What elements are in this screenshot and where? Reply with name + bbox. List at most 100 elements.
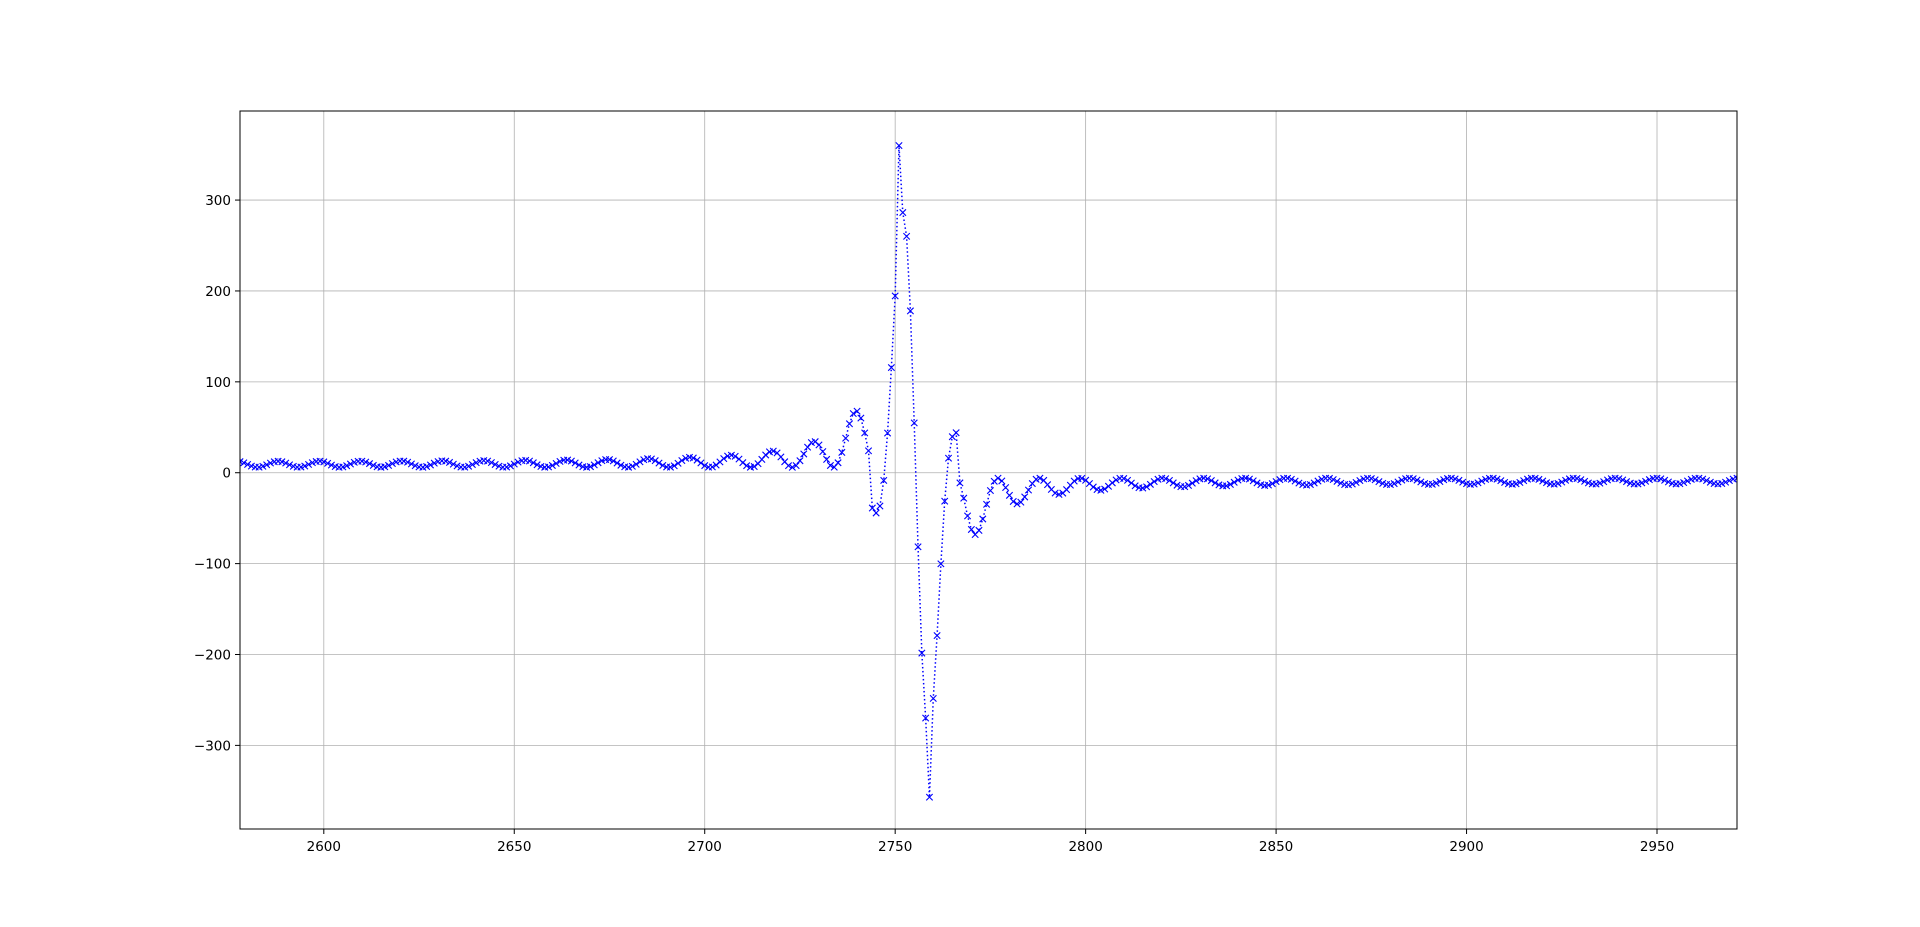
data-point-marker [1211, 479, 1219, 487]
data-point-marker [815, 441, 823, 449]
data-point-marker [666, 463, 675, 471]
data-point-marker [327, 461, 336, 469]
data-point-marker [1348, 480, 1356, 488]
data-point-marker [845, 420, 854, 428]
y-tick-label: −300 [194, 738, 231, 754]
data-point-marker [910, 419, 918, 427]
data-point-marker [388, 459, 396, 468]
data-point-marker [1043, 481, 1052, 489]
data-point-marker [803, 443, 812, 451]
data-point-marker [594, 459, 602, 467]
data-point-marker [1371, 476, 1379, 484]
data-point-marker [575, 461, 583, 469]
data-point-marker [929, 694, 937, 703]
data-point-marker [304, 460, 313, 469]
data-point-marker [605, 456, 614, 464]
data-point-marker [571, 459, 579, 467]
data-point-marker [1131, 482, 1139, 490]
data-point-marker [1024, 486, 1033, 494]
data-point-marker [1367, 474, 1375, 483]
data-point-marker [1139, 484, 1147, 492]
data-point-marker [708, 463, 716, 471]
data-point-marker [1478, 477, 1486, 485]
data-point-marker [868, 504, 876, 512]
data-point-marker [628, 462, 636, 470]
data-point-marker [842, 434, 850, 442]
data-point-marker [838, 448, 846, 456]
data-point-marker [1558, 478, 1566, 486]
data-point-marker [369, 461, 377, 469]
data-point-marker [259, 462, 267, 470]
data-point-marker [864, 447, 873, 455]
y-tick-label: −200 [194, 647, 231, 663]
data-point-marker [933, 631, 941, 640]
data-point-marker [922, 714, 930, 722]
data-point-marker [430, 459, 438, 467]
data-point-marker [1459, 478, 1467, 486]
data-point-marker [937, 560, 945, 568]
data-point-marker [651, 457, 659, 465]
data-point-marker [861, 429, 869, 437]
data-point-marker [1264, 481, 1273, 489]
data-point-marker [655, 459, 663, 467]
y-tick-label: 300 [205, 193, 231, 209]
data-point-marker [857, 414, 865, 422]
grid [240, 111, 1737, 829]
data-point-marker [1539, 477, 1547, 485]
data-point-marker [963, 512, 972, 520]
data-point-marker [826, 461, 835, 470]
data-point-marker [1310, 479, 1318, 487]
data-point-marker [1333, 477, 1341, 485]
data-point-marker [1184, 481, 1193, 489]
data-point-marker [407, 460, 416, 468]
data-point-marker [1641, 477, 1650, 485]
data-point-marker [1101, 485, 1109, 493]
data-point-marker [853, 407, 861, 415]
x-tick-label: 2650 [497, 839, 531, 855]
data-point-marker [1181, 483, 1189, 491]
data-point-marker [899, 208, 907, 217]
data-point-marker [975, 526, 983, 534]
data-point-marker [1725, 476, 1733, 485]
data-point-marker [1516, 478, 1524, 487]
data-point-marker [1554, 479, 1562, 488]
data-point-marker [750, 462, 758, 471]
data-point-marker [381, 463, 389, 471]
data-point-marker [1451, 475, 1459, 483]
data-point-marker [1306, 480, 1314, 489]
data-point-marker [1432, 479, 1440, 487]
data-point-marker [914, 543, 922, 551]
data-point-marker [800, 450, 808, 458]
data-point-marker [1245, 475, 1254, 483]
data-point-marker [1474, 479, 1482, 487]
data-point-marker [533, 461, 541, 469]
data-point-marker [1203, 475, 1212, 483]
x-tick-label: 2850 [1259, 839, 1293, 855]
data-point-marker [689, 454, 697, 462]
data-point-marker [1680, 478, 1688, 487]
data-point-marker [266, 459, 275, 467]
data-point-marker [1375, 478, 1383, 486]
data-point-marker [484, 457, 492, 465]
data-point-marker [1226, 480, 1234, 488]
data-point-marker [384, 461, 393, 469]
data-point-marker [590, 461, 598, 469]
data-point-marker [1207, 477, 1215, 485]
data-point-marker [998, 477, 1006, 485]
data-point-marker [445, 458, 454, 466]
data-point-marker [1497, 477, 1505, 485]
data-point-marker [1394, 478, 1402, 486]
data-point-marker [362, 458, 370, 466]
data-point-marker [1356, 476, 1364, 485]
data-point-marker [1664, 478, 1673, 486]
data-point-marker [1295, 479, 1303, 487]
data-point-marker [324, 459, 332, 467]
data-point-marker [1222, 482, 1231, 490]
data-point-marker [659, 461, 667, 470]
data-point-marker [617, 461, 625, 469]
data-point-marker [777, 453, 785, 461]
data-point-marker [891, 292, 899, 300]
data-point-marker [1436, 477, 1444, 486]
data-point-marker [244, 460, 252, 469]
